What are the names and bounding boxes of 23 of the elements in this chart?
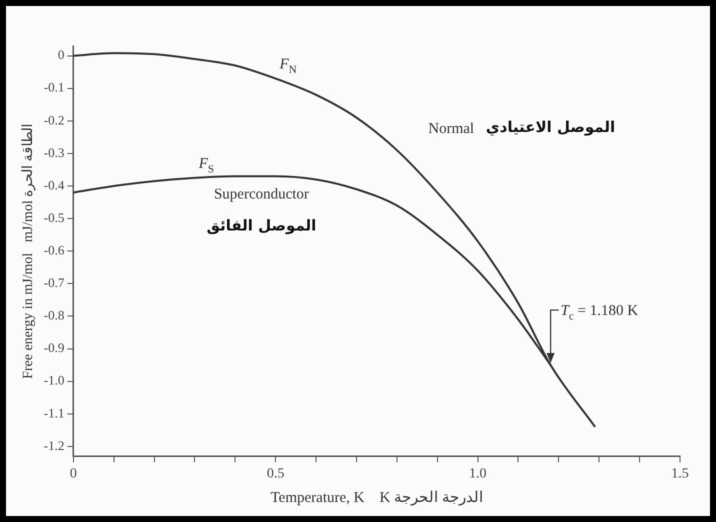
annotation: Normal	[428, 121, 474, 138]
y-tick-label: -0.6	[44, 242, 65, 258]
y-tick-label: -0.3	[44, 144, 64, 160]
x-tick-label: 1.0	[469, 466, 487, 482]
annotation: الموصل الاعتيادي	[486, 118, 616, 136]
annotation: Superconductor	[214, 186, 309, 203]
y-tick-label: 0	[58, 47, 64, 62]
annotation: الموصل الفائق	[206, 216, 316, 234]
y-tick-label: -0.7	[44, 275, 65, 290]
y-tick-label: -0.5	[44, 210, 64, 225]
y-tick-label: -0.8	[44, 308, 64, 323]
x-axis-title: Temperature, K K الدرجة الحرجة	[270, 490, 483, 506]
x-tick-label: 1.5	[671, 466, 689, 482]
x-tick-label: 0.5	[266, 466, 284, 482]
x-tick-label: 0	[70, 466, 77, 482]
y-tick-label: -1.1	[44, 405, 64, 420]
y-tick-label: -0.2	[44, 112, 64, 128]
y-tick-label: -0.9	[44, 340, 64, 356]
y-tick-label: -1.0	[44, 372, 64, 388]
y-axis-title: Free energy in mJ/mol mJ/mol الطاقة الحرة	[21, 123, 36, 379]
y-tick-label: -0.1	[44, 80, 64, 95]
y-tick-label: -0.4	[44, 177, 65, 192]
y-tick-label: -1.2	[44, 438, 64, 453]
